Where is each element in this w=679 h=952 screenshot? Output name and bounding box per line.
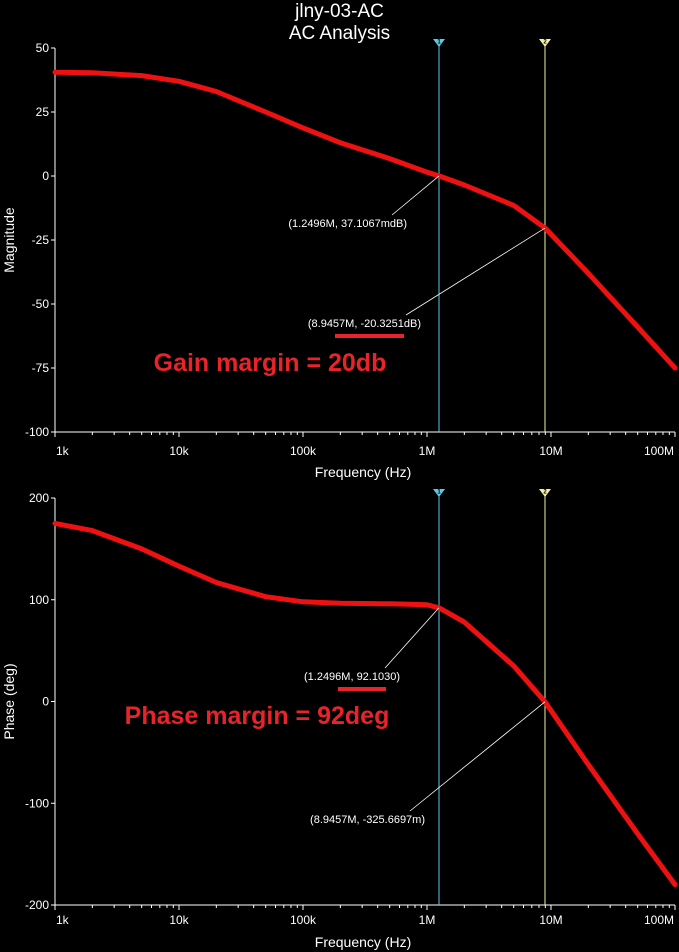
- y-tick-label: -200: [25, 898, 49, 912]
- response-trace: [52, 520, 678, 888]
- x-tick-label: 10k: [169, 913, 189, 927]
- y-tick-label: -25: [32, 233, 50, 247]
- x-tick-label: 100M: [644, 913, 674, 927]
- magnitude-panel: 50 25 0 -25 -50 -75 -100 1k 10k 100k 1M 10M 100M Freq…: [1, 39, 678, 480]
- y-tick-label: -100: [25, 425, 49, 439]
- cursor-1-marker: [432, 489, 445, 497]
- response-trace: [52, 69, 678, 371]
- x-tick-label: 10M: [539, 913, 562, 927]
- gain-margin-annotation: Gain margin = 20db: [154, 349, 387, 377]
- y-tick-label: -50: [32, 297, 50, 311]
- callout-leader: [409, 701, 546, 812]
- chart-title-block: jlny-03-AC AC Analysis: [0, 1, 679, 45]
- callout-label: (8.9457M, -20.3251dB): [308, 318, 421, 330]
- x-tick-label: 1k: [56, 444, 70, 458]
- callout-label: (8.9457M, -325.6697m): [310, 814, 425, 826]
- x-tick-label: 100k: [290, 913, 317, 927]
- x-axis-label: Frequency (Hz): [315, 934, 411, 950]
- x-axis-label: Frequency (Hz): [315, 464, 411, 480]
- x-tick-label: 100k: [290, 444, 317, 458]
- cursor-1-label: 1: [437, 40, 441, 46]
- callout-leader: [405, 227, 546, 316]
- callout-label: (1.2496M, 37.1067mdB): [288, 218, 407, 230]
- cursor-2-label: 2: [543, 490, 547, 496]
- phase-margin-annotation: Phase margin = 92deg: [125, 702, 390, 730]
- y-tick-label: 25: [36, 105, 50, 119]
- y-tick-label: 100: [29, 593, 49, 607]
- cursor-1-label: 1: [437, 490, 441, 496]
- chart-title: jlny-03-AC: [295, 1, 384, 22]
- x-tick-label: 1M: [419, 444, 436, 458]
- cursor-2-label: 2: [543, 40, 547, 46]
- cursor-1-marker: [432, 39, 445, 47]
- callout-leader: [391, 175, 440, 216]
- phase-panel: 200 100 0 -100 -200 1k 10k 100k 1M 10M 100M Frequen…: [1, 489, 678, 950]
- x-tick-label: 1M: [419, 913, 436, 927]
- cursor-2-marker: [539, 39, 552, 47]
- x-tick-label: 10k: [169, 444, 189, 458]
- y-axis-label: Phase (deg): [1, 663, 17, 739]
- callout-label: (1.2496M, 92.1030): [304, 671, 400, 683]
- x-tick-label: 10M: [539, 444, 562, 458]
- y-tick-label: 0: [42, 169, 49, 183]
- y-tick-label: 200: [29, 491, 49, 505]
- x-tick-label: 100M: [644, 444, 674, 458]
- x-tick-label: 1k: [56, 913, 70, 927]
- chart-subtitle: AC Analysis: [288, 23, 391, 44]
- y-tick-label: -100: [25, 796, 49, 810]
- y-tick-label: 0: [42, 695, 49, 709]
- y-tick-label: 50: [36, 41, 50, 55]
- cursor-2-marker: [539, 489, 552, 497]
- y-axis-label: Magnitude: [1, 207, 17, 273]
- y-tick-label: -75: [32, 361, 50, 375]
- callout-leader: [384, 607, 440, 669]
